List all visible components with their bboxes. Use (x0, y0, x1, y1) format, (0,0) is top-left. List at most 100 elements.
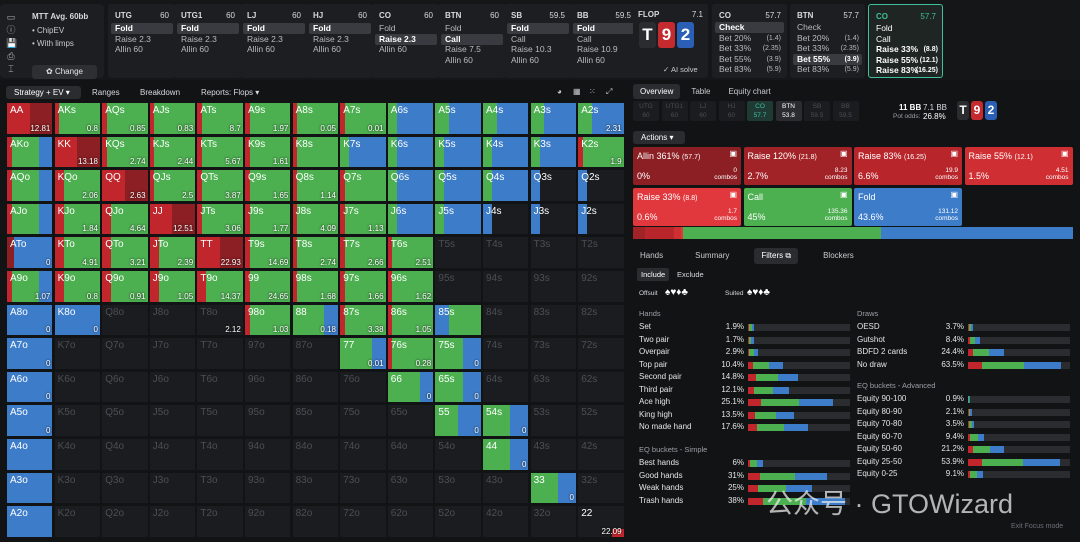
details-icon[interactable]: ▣ (839, 149, 848, 158)
position-btn[interactable]: BTN 60 Fold Call Raise 7.5 Allin 60 (438, 4, 505, 78)
hand-cell-Q9o[interactable]: Q9o 0.91 (101, 270, 149, 303)
hand-cell-QTs[interactable]: QTs 3.87 (196, 169, 244, 202)
details-icon[interactable]: ▣ (1060, 149, 1069, 158)
hand-cell-J7o[interactable]: J7o (148, 337, 197, 370)
hand-cell-AJo[interactable]: AJo (6, 202, 54, 236)
filter-row[interactable]: OESD 3.7% (857, 322, 964, 333)
hand-cell-J8o[interactable]: J8o (148, 303, 197, 337)
hand-cell-64s[interactable]: 64s (482, 370, 530, 404)
hand-cell-T5s[interactable]: T5s (434, 236, 482, 269)
hand-cell-Q2s[interactable]: Q2s (577, 169, 625, 202)
hand-cell-K8o[interactable]: K8o 0 (53, 303, 101, 337)
hand-cell-ATo[interactable]: ATo 0 (6, 236, 54, 269)
action-option[interactable]: Allin 60 (445, 54, 473, 65)
hand-cell-KJo[interactable]: KJo 1.84 (53, 202, 101, 236)
hand-cell-K6s[interactable]: K6s (386, 135, 435, 169)
filter-row[interactable]: Ace high 25.1% (639, 397, 744, 408)
action-option[interactable]: Bet 33% (2.35) (793, 43, 862, 54)
filter-row[interactable]: Equity 90-100 0.9% (857, 394, 964, 405)
info-icon[interactable]: ⓘ (6, 25, 16, 35)
filter-row[interactable]: Equity 80-90 2.1% (857, 407, 964, 418)
details-icon[interactable]: ▣ (729, 149, 737, 158)
hand-cell-97o[interactable]: 97o (244, 337, 292, 370)
hand-cell-J4o[interactable]: J4o (148, 438, 197, 471)
filter-row[interactable]: Top pair 10.4% (639, 360, 744, 371)
grid-icon[interactable]: ▦ (573, 87, 581, 96)
hand-cell-J8s[interactable]: J8s 4.09 (291, 202, 339, 236)
hand-cell-KTs[interactable]: KTs 5.67 (196, 135, 244, 169)
hand-cell-84o[interactable]: 84o (291, 438, 339, 471)
details-icon[interactable]: ▣ (839, 190, 848, 199)
hand-cell-94o[interactable]: 94o (244, 438, 292, 471)
hand-cell-42o[interactable]: 42o (482, 505, 530, 538)
hand-cell-K8s[interactable]: K8s (291, 135, 339, 169)
expand-icon[interactable]: ⤢ (606, 87, 613, 96)
exit-focus-link[interactable]: Exit Focus mode (1011, 523, 1064, 530)
filter-row[interactable]: No made hand 17.6% (639, 422, 744, 433)
hand-cell-42s[interactable]: 42s (577, 438, 625, 471)
hand-cell-72o[interactable]: 72o (339, 505, 387, 538)
hand-cell-A3s[interactable]: A3s (529, 102, 577, 135)
hand-cell-62o[interactable]: 62o (386, 505, 435, 538)
tools-icon[interactable]: ⌶ (8, 64, 14, 74)
filter-row[interactable]: No draw 63.5% (857, 360, 964, 371)
hand-cell-85s[interactable]: 85s (434, 303, 482, 337)
seat-co[interactable]: CO 57.7 (747, 101, 773, 121)
filter-row[interactable]: Gutshot 8.4% (857, 335, 964, 346)
hand-cell-83o[interactable]: 83o (291, 471, 339, 505)
action-option[interactable]: Allin 60 (115, 44, 143, 54)
hand-cell-Q8s[interactable]: Q8s 1.14 (291, 169, 339, 202)
filter-row[interactable]: BDFD 2 cards 24.4% (857, 347, 964, 358)
action-option[interactable]: Fold (872, 23, 941, 34)
action-option[interactable]: Bet 20% (1.4) (715, 33, 784, 44)
hand-cell-J6o[interactable]: J6o (148, 370, 197, 404)
hand-cell-76o[interactable]: 76o (339, 370, 387, 404)
action-box-raise55[interactable]: Raise 55% (12.1) 1.5% 4.51 combos ▣ (964, 147, 1073, 185)
position-sb[interactable]: SB 59.5 Fold Call Raise 10.3 Allin 60 (504, 4, 571, 78)
action-box-fold[interactable]: Fold 43.6% 131.12 combos ▣ (854, 188, 962, 226)
action-option[interactable]: Bet 55% (3.9) (793, 53, 862, 65)
hand-cell-T4s[interactable]: T4s (482, 236, 530, 269)
hand-cell-K9s[interactable]: K9s 1.61 (244, 135, 292, 169)
hand-cell-88[interactable]: 88 0.18 (291, 303, 339, 337)
hand-cell-A5s[interactable]: A5s (434, 102, 482, 135)
print-icon[interactable]: ⎙ (7, 51, 15, 61)
hand-cell-TT[interactable]: TT 22.93 (196, 236, 244, 269)
strategy-dropdown[interactable]: Strategy + EV ▾ (6, 86, 81, 99)
filter-row[interactable]: Trash hands 38% (639, 496, 744, 507)
hand-cell-Q4o[interactable]: Q4o (101, 438, 149, 471)
hand-cell-65s[interactable]: 65s 0 (434, 370, 482, 404)
subtab-3[interactable]: Blockers (823, 251, 854, 260)
hand-cell-T8o[interactable]: T8o 2.12 (196, 303, 244, 337)
position-utg1[interactable]: UTG1 60 Fold Raise 2.3 Allin 60 (174, 4, 241, 78)
hand-cell-T9o[interactable]: T9o 14.37 (196, 270, 244, 303)
hand-cell-T3o[interactable]: T3o (196, 471, 244, 505)
seat-utg[interactable]: UTG 60 (633, 101, 659, 121)
hand-cell-A7s[interactable]: A7s 0.01 (339, 102, 387, 135)
hand-cell-43o[interactable]: 43o (482, 471, 530, 505)
hand-cell-J2s[interactable]: J2s (577, 202, 625, 236)
action-option[interactable]: Allin 60 (511, 54, 539, 65)
hand-cell-95s[interactable]: 95s (434, 270, 482, 303)
hand-cell-K7o[interactable]: K7o (53, 337, 101, 370)
seat-sb[interactable]: SB 59.5 (804, 101, 830, 121)
hand-cell-T4o[interactable]: T4o (196, 438, 244, 471)
hand-cell-T2s[interactable]: T2s (577, 236, 625, 269)
hand-cell-72s[interactable]: 72s (577, 337, 625, 370)
action-box-raise83[interactable]: Raise 83% (16.25) 6.6% 19.9 combos ▣ (854, 147, 962, 185)
filter-row[interactable]: Equity 0-25 9.1% (857, 469, 964, 480)
hand-cell-K2s[interactable]: K2s 1.9 (577, 135, 625, 169)
subtab-2[interactable]: Filters ⧉ (754, 248, 799, 264)
hand-cell-95o[interactable]: 95o (244, 404, 292, 437)
action-option[interactable]: Raise 7.5 (445, 44, 481, 54)
action-option[interactable]: Allin 60 (379, 44, 407, 54)
hand-cell-T3s[interactable]: T3s (529, 236, 577, 269)
hand-cell-Q3o[interactable]: Q3o (101, 471, 149, 505)
position-lj[interactable]: LJ 60 Fold Raise 2.3 Allin 60 (240, 4, 307, 78)
hand-cell-53o[interactable]: 53o (434, 471, 482, 505)
hand-cell-A5o[interactable]: A5o 0 (6, 404, 54, 437)
details-icon[interactable]: ▣ (950, 149, 958, 158)
hand-cell-96o[interactable]: 96o (244, 370, 292, 404)
action-box-raise33[interactable]: Raise 33% (8.8) 0.6% 1.7 combos ▣ (633, 188, 741, 226)
seat-utg1[interactable]: UTG1 60 (661, 101, 688, 121)
